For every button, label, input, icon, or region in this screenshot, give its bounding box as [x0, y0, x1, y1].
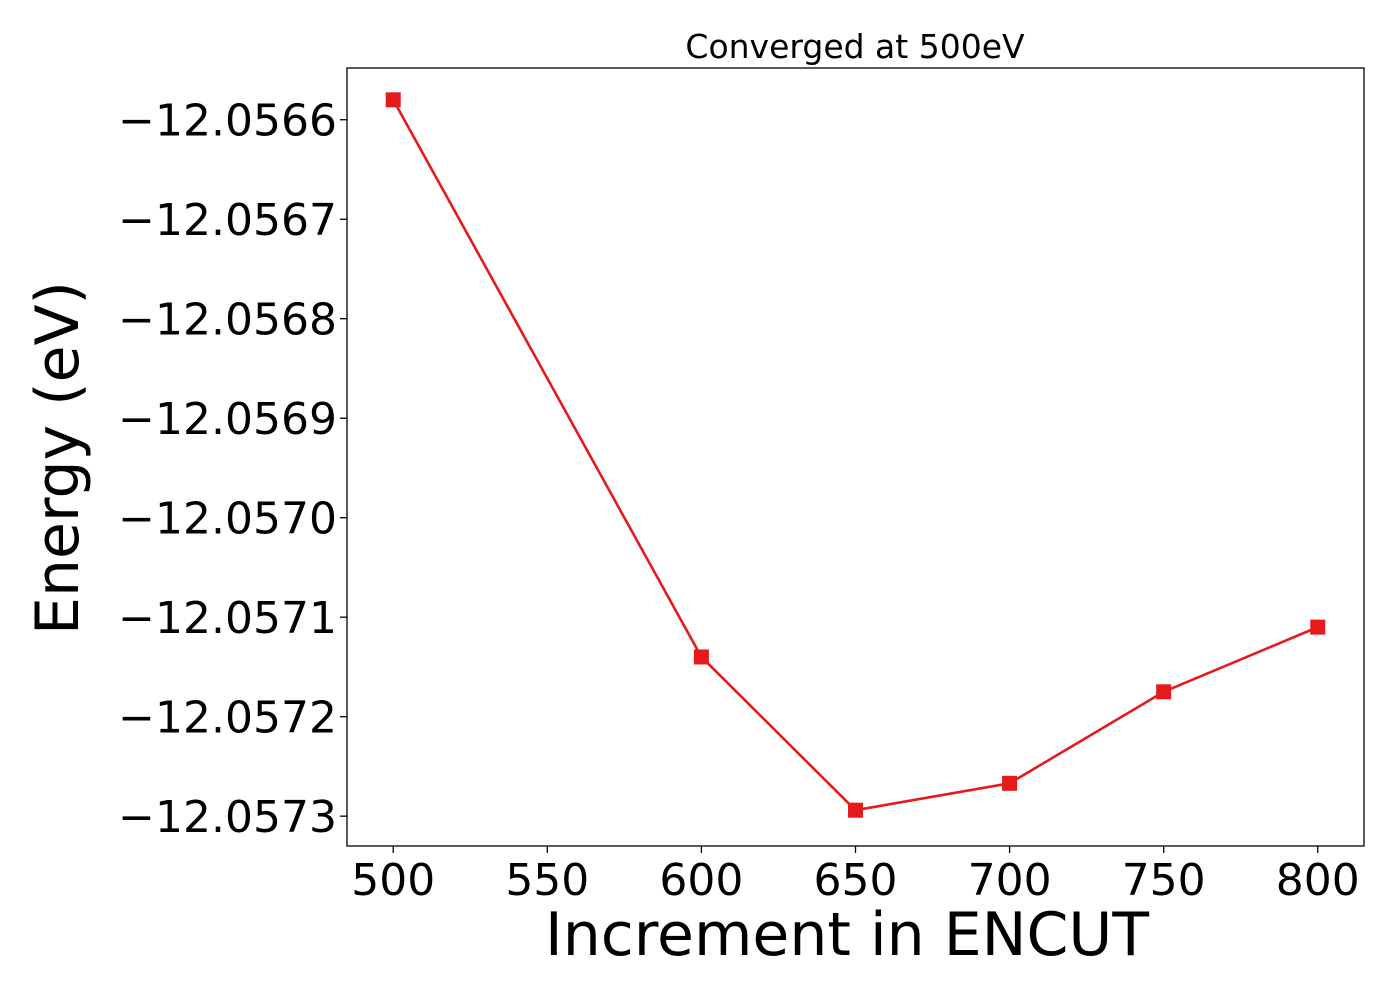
x-axis-label: Increment in ENCUT [545, 900, 1149, 970]
y-tick-label: −12.0572 [118, 693, 337, 744]
data-point-marker [385, 92, 401, 108]
y-tick-label: −12.0570 [118, 494, 337, 545]
x-tick-label: 750 [1122, 855, 1206, 906]
x-tick-label: 650 [814, 855, 898, 906]
data-point-marker [1156, 684, 1172, 700]
y-tick-label: −12.0566 [118, 96, 337, 147]
x-tick-label: 800 [1276, 855, 1360, 906]
y-tick-label: −12.0568 [118, 295, 337, 346]
data-point-marker [693, 649, 709, 665]
y-tick-label: −12.0571 [118, 593, 337, 644]
y-tick-label: −12.0573 [118, 792, 337, 843]
plot-area [385, 92, 1326, 818]
x-tick-label: 700 [968, 855, 1052, 906]
series-line [392, 99, 1319, 812]
x-tick-label: 600 [659, 855, 743, 906]
x-tick-label: 550 [505, 855, 589, 906]
data-point-marker [1002, 775, 1018, 791]
y-axis-label: Energy (eV) [23, 281, 93, 635]
x-tick-label: 500 [351, 855, 435, 906]
data-point-marker [848, 802, 863, 818]
y-tick-label: −12.0569 [118, 394, 337, 445]
data-point-marker [1310, 619, 1326, 635]
chart-title: Converged at 500eV [685, 27, 1025, 66]
y-tick-label: −12.0567 [118, 195, 337, 246]
